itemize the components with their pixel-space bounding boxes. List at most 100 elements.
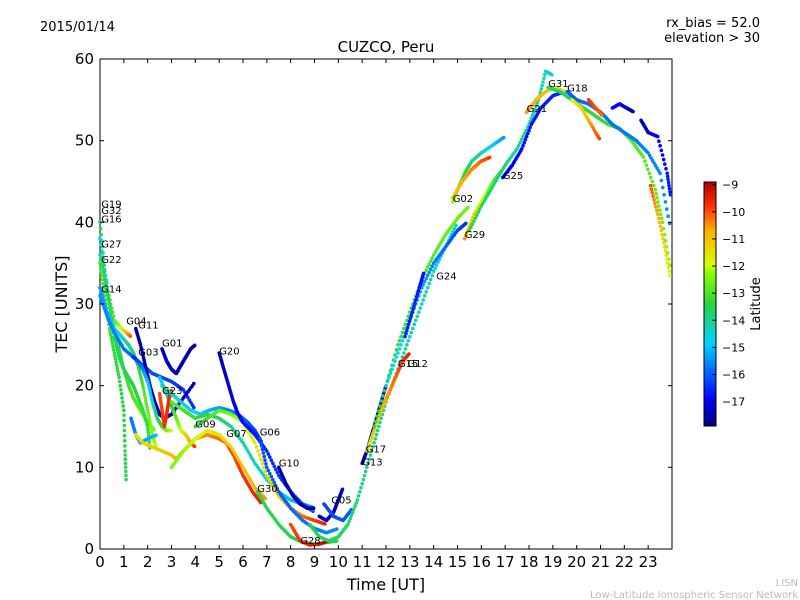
tec-point xyxy=(122,433,127,438)
tec-point xyxy=(420,302,424,306)
tec-point xyxy=(424,290,429,294)
satellite-label: G04 xyxy=(126,316,146,327)
colorbar-ticks: −9 −10 −11 −12 −13 −14 −15 −16 −17 xyxy=(712,179,745,409)
tec-point xyxy=(656,216,661,221)
tec-point xyxy=(408,334,412,339)
tec-point xyxy=(311,506,316,511)
tec-point xyxy=(653,201,657,206)
tec-track xyxy=(160,343,197,376)
tec-point xyxy=(145,424,150,429)
satellite-label: G15 xyxy=(398,359,418,370)
tec-point xyxy=(656,200,660,204)
y-tick-label: 60 xyxy=(75,50,94,68)
tec-point xyxy=(111,345,115,349)
tec-point xyxy=(274,483,278,488)
tec-point xyxy=(98,261,102,266)
tec-point xyxy=(428,267,433,272)
tec-point xyxy=(654,192,658,196)
tec-point xyxy=(522,140,526,145)
tec-point xyxy=(660,232,664,237)
tec-point xyxy=(144,399,148,403)
satellite-label: G29 xyxy=(465,230,485,241)
tec-point xyxy=(108,302,113,306)
x-tick-label: 15 xyxy=(448,553,467,571)
tec-point xyxy=(147,414,151,419)
tec-point xyxy=(427,281,432,286)
tec-point xyxy=(116,372,121,377)
tec-point xyxy=(365,465,369,470)
tec-point xyxy=(402,326,406,331)
tec-point xyxy=(665,207,669,211)
tec-point xyxy=(369,449,374,453)
tec-point xyxy=(655,208,659,213)
tec-point xyxy=(427,270,432,275)
tec-point xyxy=(263,469,268,474)
x-axis-label: Time [UT] xyxy=(346,575,425,594)
tec-point xyxy=(403,322,408,327)
tec-track xyxy=(98,236,133,339)
tec-point xyxy=(524,128,528,133)
tec-point xyxy=(414,298,418,302)
tec-point xyxy=(265,465,269,470)
tec-point xyxy=(259,457,263,462)
tec-point xyxy=(525,125,530,130)
satellite-label: G14 xyxy=(101,285,121,296)
tec-point xyxy=(272,464,277,469)
tec-point xyxy=(266,468,271,473)
tec-point xyxy=(261,451,266,455)
tec-point xyxy=(235,455,239,459)
tec-point xyxy=(189,400,193,405)
x-tick-label: 22 xyxy=(615,553,634,571)
tec-point xyxy=(550,73,554,77)
tec-point xyxy=(658,212,663,216)
tec-point xyxy=(487,155,492,160)
tec-point xyxy=(597,136,602,141)
tec-point xyxy=(409,330,414,335)
tec-point xyxy=(543,73,547,77)
tec-point xyxy=(264,462,268,466)
tec-point xyxy=(123,444,127,448)
tec-point xyxy=(362,473,367,478)
tec-point xyxy=(475,213,479,217)
x-tick-label: 14 xyxy=(424,553,443,571)
tec-point xyxy=(192,343,197,348)
tec-point xyxy=(109,335,114,340)
tec-point xyxy=(472,219,476,224)
tec-point xyxy=(260,461,265,466)
tec-point xyxy=(111,348,116,352)
tec-point xyxy=(646,151,650,155)
x-tick-label: 8 xyxy=(286,553,296,571)
tec-point xyxy=(600,113,604,117)
tec-point xyxy=(469,225,473,230)
x-tick-label: 18 xyxy=(519,553,538,571)
tec-point xyxy=(260,447,265,452)
tec-point xyxy=(145,405,149,409)
tec-point xyxy=(434,263,439,268)
tec-point xyxy=(100,249,104,253)
tec-point xyxy=(520,147,524,151)
tec-point xyxy=(372,441,376,445)
tec-point xyxy=(390,367,394,372)
tec-point xyxy=(530,113,535,117)
tec-point xyxy=(367,457,372,462)
x-tick-label: 0 xyxy=(95,553,105,571)
tec-point xyxy=(652,183,656,188)
tec-point xyxy=(411,326,415,331)
tec-point xyxy=(465,230,469,235)
tec-point xyxy=(473,216,478,221)
tec-point xyxy=(323,522,327,526)
tec-point xyxy=(145,408,150,413)
tec-point xyxy=(128,334,133,339)
tec-point xyxy=(122,439,127,443)
tec-point xyxy=(98,265,103,270)
x-tick-label: 6 xyxy=(238,553,248,571)
tec-point xyxy=(141,383,145,388)
tec-point xyxy=(347,519,351,524)
tec-point xyxy=(414,295,419,299)
tec-point xyxy=(464,221,468,226)
tec-point xyxy=(123,453,127,457)
tec-point xyxy=(311,509,315,513)
tec-point xyxy=(366,461,370,466)
tec-point xyxy=(659,216,664,221)
